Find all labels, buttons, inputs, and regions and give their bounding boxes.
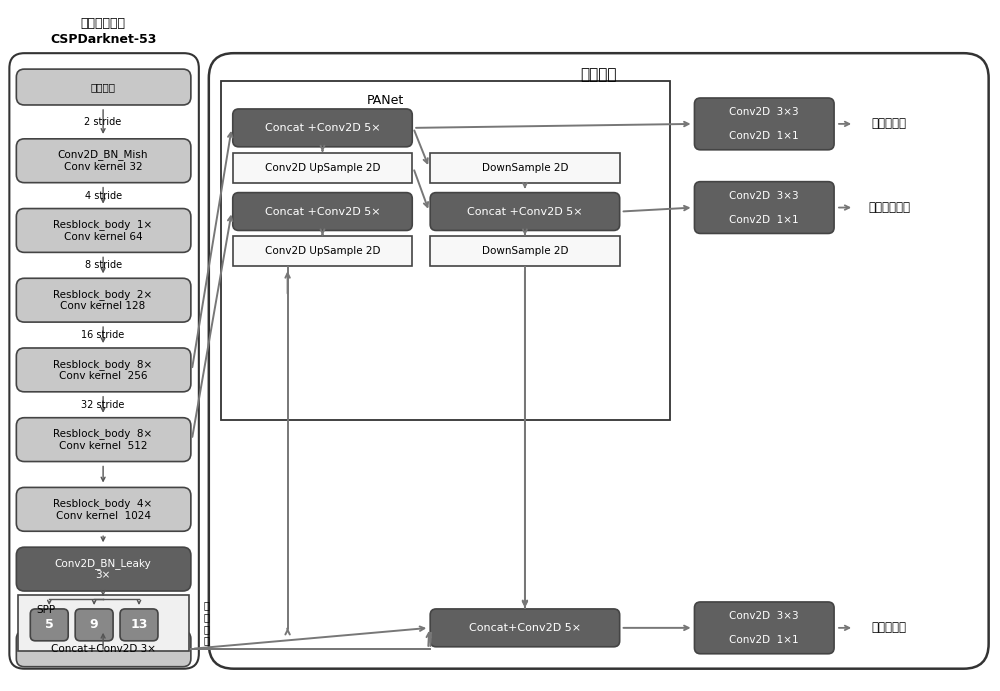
Text: Concat +Conv2D 5×: Concat +Conv2D 5× <box>467 207 583 216</box>
FancyBboxPatch shape <box>16 487 191 531</box>
Text: CSPDarknet-53: CSPDarknet-53 <box>50 32 156 46</box>
FancyBboxPatch shape <box>694 182 834 234</box>
Text: SPP: SPP <box>36 605 55 615</box>
Bar <box>430 236 620 266</box>
Text: 输入图像: 输入图像 <box>91 82 116 92</box>
Text: 检测大目标: 检测大目标 <box>871 621 906 634</box>
Text: 8 stride: 8 stride <box>85 261 122 270</box>
Text: Resblock_body  4×
Conv kernel  1024: Resblock_body 4× Conv kernel 1024 <box>53 498 153 520</box>
Text: Resblock_body  8×
Conv kernel  256: Resblock_body 8× Conv kernel 256 <box>53 359 153 381</box>
Text: 检测小目标: 检测小目标 <box>871 117 906 131</box>
FancyBboxPatch shape <box>16 69 191 105</box>
FancyBboxPatch shape <box>120 609 158 641</box>
Bar <box>18 595 189 651</box>
Text: Concat+Conv2D 5×: Concat+Conv2D 5× <box>469 623 581 633</box>
Text: Conv2D  1×1: Conv2D 1×1 <box>729 131 799 141</box>
FancyBboxPatch shape <box>16 631 191 667</box>
Text: Conv2D_BN_Leaky
3×: Conv2D_BN_Leaky 3× <box>55 558 151 580</box>
Text: Conv2D_BN_Mish
Conv kernel 32: Conv2D_BN_Mish Conv kernel 32 <box>58 149 148 172</box>
FancyBboxPatch shape <box>16 278 191 322</box>
FancyBboxPatch shape <box>16 348 191 392</box>
Text: Conv2D UpSample 2D: Conv2D UpSample 2D <box>265 247 380 256</box>
Bar <box>221 81 670 419</box>
Bar <box>233 153 412 182</box>
Text: PANet: PANet <box>367 95 404 108</box>
Text: Resblock_body  2×
Conv kernel 128: Resblock_body 2× Conv kernel 128 <box>53 289 153 312</box>
Text: 2 stride: 2 stride <box>84 117 122 127</box>
Text: DownSample 2D: DownSample 2D <box>482 247 568 256</box>
Text: 检测中等目标: 检测中等目标 <box>868 201 910 214</box>
Text: Conv2D  1×1: Conv2D 1×1 <box>729 635 799 645</box>
Text: Conv2D  3×3: Conv2D 3×3 <box>729 611 799 621</box>
Text: Concat+Conv2D 3×: Concat+Conv2D 3× <box>51 644 156 654</box>
FancyBboxPatch shape <box>16 547 191 591</box>
Text: 特征提取网络: 特征提取网络 <box>81 17 126 30</box>
Text: DownSample 2D: DownSample 2D <box>482 162 568 173</box>
Text: 16 stride: 16 stride <box>81 330 125 340</box>
FancyBboxPatch shape <box>30 609 68 641</box>
Text: 检测分支: 检测分支 <box>580 68 617 83</box>
FancyBboxPatch shape <box>233 193 412 231</box>
Text: Conv2D  1×1: Conv2D 1×1 <box>729 214 799 225</box>
Text: Conv2D UpSample 2D: Conv2D UpSample 2D <box>265 162 380 173</box>
Text: 4 stride: 4 stride <box>85 191 122 200</box>
FancyBboxPatch shape <box>16 139 191 182</box>
Text: Concat +Conv2D 5×: Concat +Conv2D 5× <box>265 207 380 216</box>
Bar <box>233 236 412 266</box>
Text: 最
大
池
化: 最 大 池 化 <box>204 600 210 645</box>
FancyBboxPatch shape <box>694 98 834 150</box>
Text: Conv2D  3×3: Conv2D 3×3 <box>729 107 799 117</box>
FancyBboxPatch shape <box>430 609 620 647</box>
FancyBboxPatch shape <box>430 193 620 231</box>
Text: Resblock_body  8×
Conv kernel  512: Resblock_body 8× Conv kernel 512 <box>53 428 153 451</box>
Text: 9: 9 <box>90 618 98 632</box>
FancyBboxPatch shape <box>233 109 412 146</box>
FancyBboxPatch shape <box>16 417 191 462</box>
FancyBboxPatch shape <box>75 609 113 641</box>
Text: 5: 5 <box>45 618 54 632</box>
Text: 32 stride: 32 stride <box>81 400 125 410</box>
Text: Resblock_body  1×
Conv kernel 64: Resblock_body 1× Conv kernel 64 <box>53 219 153 242</box>
FancyBboxPatch shape <box>694 602 834 654</box>
Bar <box>430 153 620 182</box>
Text: 13: 13 <box>130 618 148 632</box>
FancyBboxPatch shape <box>16 209 191 252</box>
Text: Conv2D  3×3: Conv2D 3×3 <box>729 191 799 200</box>
Text: Concat +Conv2D 5×: Concat +Conv2D 5× <box>265 123 380 133</box>
